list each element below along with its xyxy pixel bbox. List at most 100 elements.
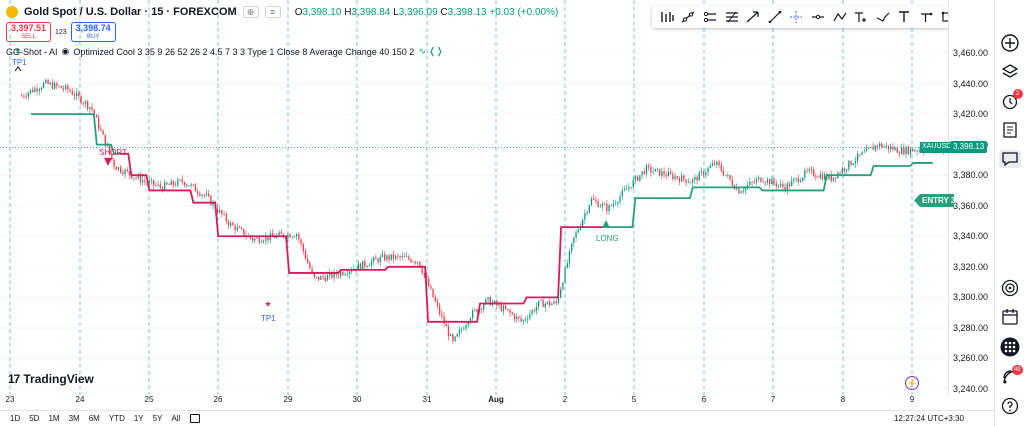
candle-body <box>27 92 29 97</box>
candle-body <box>672 173 674 179</box>
candle-body <box>392 254 395 260</box>
pin-tool-icon[interactable] <box>917 8 935 26</box>
candle-body <box>516 316 518 320</box>
fib-tool-icon[interactable] <box>723 8 741 26</box>
indicator-name[interactable]: GG-Shot - AI <box>6 46 58 57</box>
candle-body <box>703 171 705 176</box>
indicator-legend[interactable]: GG-Shot - AI ◉ Optimized Cool 3 35 9 26 … <box>6 46 443 57</box>
candle-body <box>601 203 604 207</box>
candle-body <box>802 177 804 181</box>
visibility-icon[interactable]: ◉ <box>61 46 70 56</box>
candle-body <box>62 88 65 90</box>
layers-button[interactable] <box>999 63 1021 81</box>
indicator-icons[interactable]: ∿ ❬❭ <box>418 46 444 56</box>
candle-body <box>230 222 232 226</box>
candle-body <box>617 202 619 204</box>
candle-body <box>223 213 225 215</box>
price-scale[interactable]: 3,460.003,440.003,420.003,400.003,380.00… <box>948 0 994 395</box>
text-anchor-tool-icon[interactable] <box>852 8 870 26</box>
candle-body <box>707 167 709 173</box>
tradingview-logo[interactable]: 17 TradingView <box>8 372 94 386</box>
candle-body <box>135 177 137 179</box>
candle-body <box>863 151 865 153</box>
watchlist-button[interactable] <box>999 34 1021 52</box>
candle-body <box>397 255 399 257</box>
candle-body <box>375 257 377 259</box>
bottom-toolbar: 1D 5D 1M 3M 6M YTD 1Y 5Y All 12:27:24 UT… <box>0 410 994 426</box>
target-button[interactable] <box>999 279 1021 297</box>
horizontal-ray-tool-icon[interactable] <box>809 8 827 26</box>
ray-tool-icon[interactable] <box>701 8 719 26</box>
data-window-button[interactable] <box>999 121 1021 139</box>
candle-body <box>670 171 672 174</box>
cursor-tool-icon[interactable] <box>874 8 892 26</box>
alerts-button[interactable]: 2 <box>999 89 1023 110</box>
compare-symbol-button[interactable]: ⊕ <box>242 6 259 18</box>
candle-body <box>896 147 898 153</box>
candle-body <box>615 203 617 205</box>
candle-body <box>696 176 698 181</box>
candle-body <box>817 177 819 178</box>
line-tool-icon[interactable] <box>766 8 784 26</box>
arrow-tool-icon[interactable] <box>744 8 762 26</box>
chat-button[interactable] <box>998 150 1021 168</box>
crosshair-tool-icon[interactable] <box>787 8 805 26</box>
range-all[interactable]: All <box>171 414 181 423</box>
candle-body <box>903 147 905 155</box>
range-ytd[interactable]: YTD <box>108 414 125 423</box>
candle-body <box>727 175 729 177</box>
tp-star-marker: ★ <box>264 299 271 308</box>
notifications-button[interactable]: 49 <box>999 365 1023 386</box>
range-5y[interactable]: 5Y <box>152 414 163 423</box>
chart-pane[interactable]: ★ ★ <box>0 0 948 395</box>
candle-body <box>692 179 694 183</box>
candle-body <box>309 262 311 269</box>
symbol-title[interactable]: Gold Spot / U.S. Dollar · 15 · FOREXCOM <box>24 6 237 18</box>
spread-value: 123 <box>55 28 67 36</box>
range-1d[interactable]: 1D <box>10 414 21 423</box>
range-3m[interactable]: 3M <box>68 414 80 423</box>
candle-body <box>540 299 542 301</box>
sell-button[interactable]: 3,397.51 SELL <box>6 22 51 42</box>
clock-timezone[interactable]: 12:27:24 UTC+3:30 <box>893 414 964 423</box>
pattern-tool-icon[interactable] <box>831 8 849 26</box>
text-tool-icon[interactable] <box>895 8 913 26</box>
candle-body <box>637 176 639 181</box>
candle-body <box>725 175 727 177</box>
candle-body <box>293 236 296 238</box>
candle-body <box>555 301 557 304</box>
price-chart[interactable]: ★★ <box>0 0 948 395</box>
calendar-button[interactable] <box>999 308 1021 326</box>
candle-body <box>137 175 139 178</box>
legend-settings-button[interactable]: ≡ <box>264 6 281 18</box>
candle-body <box>111 153 113 160</box>
drawing-toolbar <box>652 6 984 28</box>
buy-button[interactable]: 3,398.74 BUY <box>70 22 116 42</box>
candle-body <box>518 316 520 319</box>
candle-body <box>641 171 643 176</box>
candle-body <box>370 261 373 266</box>
candle-body <box>364 261 366 267</box>
candles-tool-icon[interactable] <box>658 8 676 26</box>
candle-body <box>315 276 318 278</box>
candle-body <box>278 232 280 236</box>
range-5d[interactable]: 5D <box>29 414 40 423</box>
range-6m[interactable]: 6M <box>88 414 100 423</box>
candle-body <box>458 330 461 334</box>
lightning-icon[interactable]: ⚡ <box>905 376 919 390</box>
candle-body <box>883 146 885 148</box>
range-1m[interactable]: 1M <box>48 414 60 423</box>
goto-date-icon[interactable] <box>190 414 201 423</box>
candle-body <box>54 83 56 89</box>
trend-line-tool-icon[interactable] <box>679 8 697 26</box>
candle-body <box>89 107 91 109</box>
candle-body <box>232 222 234 226</box>
candle-body <box>25 96 27 98</box>
candle-body <box>760 177 762 182</box>
range-1y[interactable]: 1Y <box>133 414 144 423</box>
dot-grid-button[interactable] <box>999 337 1021 357</box>
candle-body <box>879 143 881 147</box>
time-axis[interactable]: 23 24 25 26 29 30 31 Aug 2 5 6 7 8 9 <box>0 395 948 407</box>
candle-body <box>219 209 221 213</box>
help-button[interactable] <box>999 397 1021 415</box>
